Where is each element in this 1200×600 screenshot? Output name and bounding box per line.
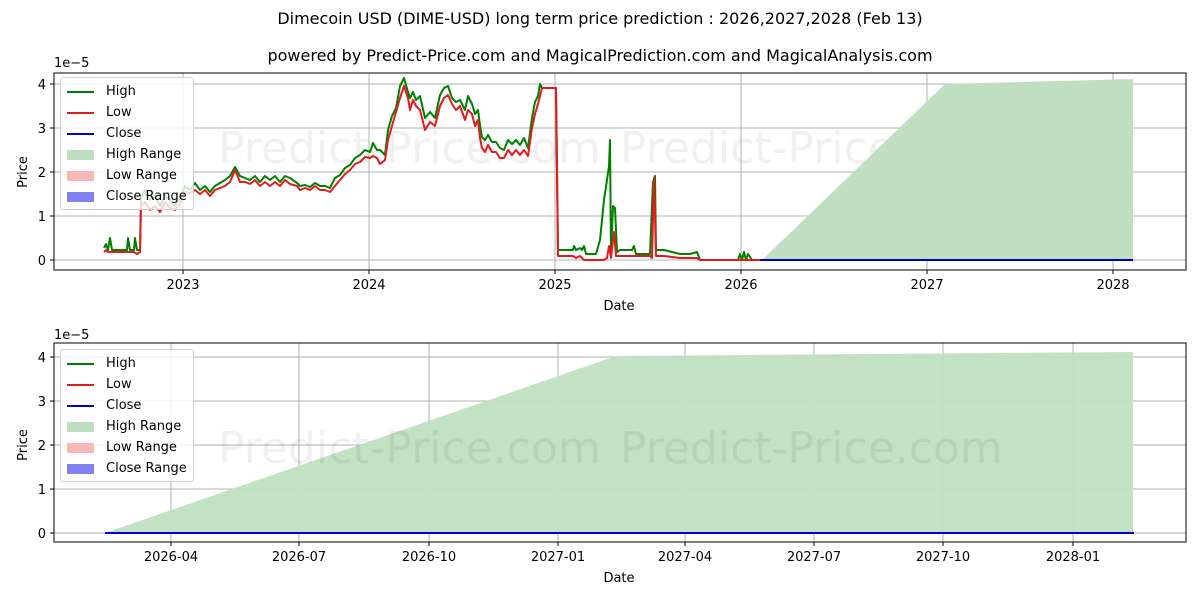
legend-label: High Range	[106, 147, 182, 162]
low-line	[103, 85, 760, 261]
legend-item-low-range: Low Range	[67, 437, 187, 458]
patch-swatch-icon	[67, 170, 94, 181]
line-swatch-icon	[67, 111, 94, 114]
bottom-axes-frame	[53, 342, 1187, 543]
legend-label: Close Range	[106, 461, 187, 476]
line-swatch-icon	[67, 362, 94, 365]
y-tick-label: 4	[38, 78, 46, 93]
legend-item-close: Close	[67, 123, 187, 144]
y-tick-label: 3	[38, 395, 46, 410]
x-axis-label: Date	[603, 571, 634, 586]
y-tick-label: 3	[38, 122, 46, 137]
legend-label: Low Range	[106, 440, 177, 455]
x-tick-label: 2024	[352, 278, 385, 293]
watermark-text: Predict-Price.com	[620, 423, 1003, 474]
y-axis-label: Price	[16, 156, 31, 188]
legend-label: High Range	[106, 419, 182, 434]
chart-subtitle: powered by Predict-Price.com and Magical…	[267, 46, 933, 65]
bottom-legend: High Low Close High Range Low Range Clos…	[60, 349, 194, 482]
top-chart: Predict-Price.com Predict-Price.com 0 1 …	[16, 56, 1187, 314]
y-tick-label: 1	[38, 210, 46, 225]
x-tick-label: 2026	[724, 278, 757, 293]
legend-item-close-range: Close Range	[67, 458, 187, 479]
high-range-area	[762, 79, 1133, 260]
patch-swatch-icon	[67, 149, 94, 160]
line-swatch-icon	[67, 90, 94, 93]
legend-label: Low	[106, 105, 132, 120]
y-tick-label: 4	[38, 351, 46, 366]
x-tick-label: 2026-07	[272, 550, 326, 565]
legend-label: High	[106, 356, 136, 371]
legend-item-close-range: Close Range	[67, 186, 187, 207]
x-tick-label: 2026-10	[402, 550, 456, 565]
y-axis-label: Price	[16, 429, 31, 461]
y-scale-label: 1e−5	[54, 56, 89, 71]
patch-swatch-icon	[67, 191, 94, 202]
legend-item-low-range: Low Range	[67, 165, 187, 186]
x-tick-label: 2028	[1096, 278, 1129, 293]
x-axis-label: Date	[603, 299, 634, 314]
x-tick-label: 2027-04	[658, 550, 712, 565]
legend-item-high: High	[67, 353, 187, 374]
y-tick-label: 1	[38, 483, 46, 498]
watermark-text: Predict-Price.com	[218, 423, 601, 474]
legend-item-high-range: High Range	[67, 144, 187, 165]
high-line	[103, 77, 760, 261]
x-tick-label: 2027-10	[916, 550, 970, 565]
chart-title: Dimecoin USD (DIME-USD) long term price …	[277, 9, 923, 28]
legend-item-low: Low	[67, 102, 187, 123]
high-range-area	[105, 352, 1133, 533]
legend-label: Low	[106, 377, 132, 392]
x-tick-label: 2027-07	[787, 550, 841, 565]
line-swatch-icon	[67, 132, 94, 135]
patch-swatch-icon	[67, 421, 94, 432]
x-tick-label: 2028-01	[1046, 550, 1100, 565]
legend-label: Low Range	[106, 168, 177, 183]
legend-label: Close	[106, 398, 142, 413]
legend-item-high: High	[67, 81, 187, 102]
y-tick-label: 2	[38, 166, 46, 181]
x-tick-label: 2025	[538, 278, 571, 293]
legend-item-high-range: High Range	[67, 416, 187, 437]
y-tick-label: 2	[38, 439, 46, 454]
x-tick-label: 2027	[910, 278, 943, 293]
patch-swatch-icon	[67, 463, 94, 474]
y-tick-label: 0	[38, 527, 46, 542]
legend-item-low: Low	[67, 374, 187, 395]
bottom-chart: Predict-Price.com Predict-Price.com 0 1 …	[16, 328, 1187, 586]
top-legend: High Low Close High Range Low Range Clos…	[60, 77, 194, 210]
x-tick-label: 2026-04	[144, 550, 198, 565]
y-scale-label: 1e−5	[54, 328, 89, 343]
legend-label: Close	[106, 126, 142, 141]
y-tick-label: 0	[38, 254, 46, 269]
watermark-text: Predict-Price.com	[218, 123, 601, 174]
x-tick-label: 2027-01	[531, 550, 585, 565]
legend-label: Close Range	[106, 189, 187, 204]
x-tick-label: 2023	[166, 278, 199, 293]
line-swatch-icon	[67, 404, 94, 407]
patch-swatch-icon	[67, 442, 94, 453]
legend-label: High	[106, 84, 136, 99]
line-swatch-icon	[67, 383, 94, 386]
legend-item-close: Close	[67, 395, 187, 416]
